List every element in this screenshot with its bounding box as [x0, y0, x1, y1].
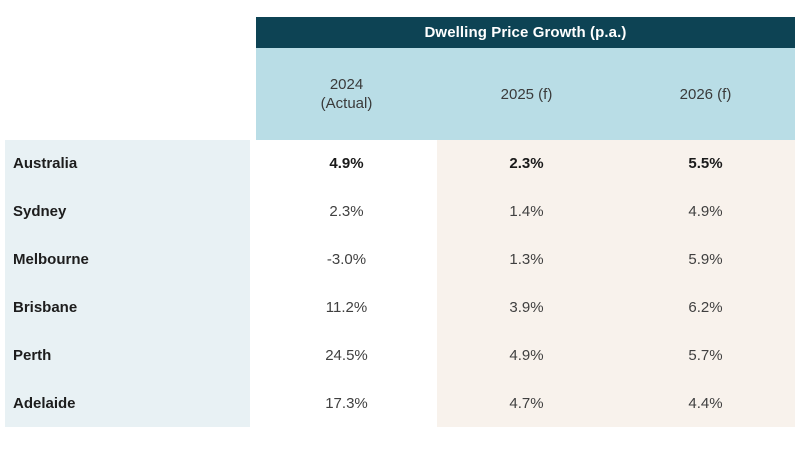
- table-row-brisbane: Brisbane 11.2% 3.9% 6.2%: [5, 283, 795, 332]
- value-2024: 24.5%: [256, 331, 437, 380]
- column-header-2024-actual: 2024 (Actual): [256, 48, 437, 140]
- value-2025: 2.3%: [437, 140, 616, 188]
- value-2026: 6.2%: [616, 283, 795, 332]
- row-label: Adelaide: [5, 379, 250, 427]
- value-2024: 4.9%: [256, 140, 437, 188]
- column-header-label: 2025 (f): [500, 85, 553, 103]
- row-label: Australia: [5, 140, 250, 188]
- row-label: Perth: [5, 331, 250, 380]
- table-row-perth: Perth 24.5% 4.9% 5.7%: [5, 331, 795, 380]
- value-2025: 3.9%: [437, 283, 616, 332]
- value-2024: 2.3%: [256, 187, 437, 236]
- value-2025: 1.3%: [437, 235, 616, 284]
- column-header-2026-forecast: 2026 (f): [616, 48, 795, 140]
- row-label: Brisbane: [5, 283, 250, 332]
- table-row-australia: Australia 4.9% 2.3% 5.5%: [5, 140, 795, 188]
- table-row-sydney: Sydney 2.3% 1.4% 4.9%: [5, 187, 795, 236]
- table-title-bar: Dwelling Price Growth (p.a.): [256, 17, 795, 48]
- value-2026: 5.7%: [616, 331, 795, 380]
- column-header-2025-forecast: 2025 (f): [437, 48, 616, 140]
- table-body: Australia 4.9% 2.3% 5.5% Sydney 2.3% 1.4…: [5, 140, 795, 427]
- value-2024: 17.3%: [256, 379, 437, 427]
- row-label: Melbourne: [5, 235, 250, 284]
- value-2024: 11.2%: [256, 283, 437, 332]
- row-label: Sydney: [5, 187, 250, 236]
- value-2026: 4.4%: [616, 379, 795, 427]
- value-2025: 4.9%: [437, 331, 616, 380]
- column-header-sublabel: (Actual): [320, 95, 373, 112]
- table-title: Dwelling Price Growth (p.a.): [424, 24, 627, 41]
- value-2026: 4.9%: [616, 187, 795, 236]
- column-header-row: 2024 (Actual) 2025 (f) 2026 (f): [256, 48, 795, 140]
- column-header-label: 2026 (f): [679, 85, 732, 103]
- value-2026: 5.5%: [616, 140, 795, 188]
- table-row-melbourne: Melbourne -3.0% 1.3% 5.9%: [5, 235, 795, 284]
- value-2024: -3.0%: [256, 235, 437, 284]
- column-header-label: 2024: [329, 76, 364, 93]
- value-2026: 5.9%: [616, 235, 795, 284]
- value-2025: 4.7%: [437, 379, 616, 427]
- value-2025: 1.4%: [437, 187, 616, 236]
- table-row-adelaide: Adelaide 17.3% 4.7% 4.4%: [5, 379, 795, 427]
